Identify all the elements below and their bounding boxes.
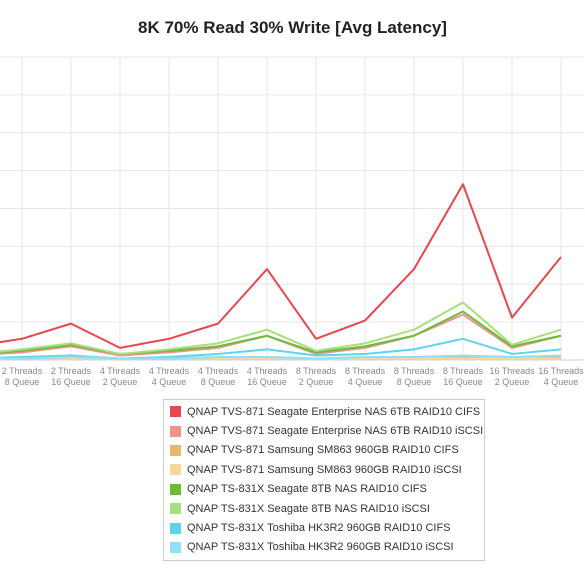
legend-item[interactable]: QNAP TS-831X Toshiba HK3R2 960GB RAID10 … xyxy=(164,518,484,537)
x-tick-label: 8 Threads 8 Queue xyxy=(394,366,435,387)
series-line-6 xyxy=(0,301,562,355)
x-tick-label: 16 Threads 4 Queue xyxy=(538,366,584,387)
legend-label: QNAP TVS-871 Samsung SM863 960GB RAID10 … xyxy=(187,463,462,476)
legend-swatch xyxy=(170,541,181,553)
legend-label: QNAP TS-831X Toshiba HK3R2 960GB RAID10 … xyxy=(187,541,454,554)
legend-swatch xyxy=(170,444,181,456)
x-tick-label: 4 Threads 2 Queue xyxy=(100,366,141,387)
legend-item[interactable]: QNAP TS-831X Toshiba HK3R2 960GB RAID10 … xyxy=(164,538,484,557)
legend-item[interactable]: QNAP TVS-871 Seagate Enterprise NAS 6TB … xyxy=(164,421,484,440)
grid xyxy=(0,56,585,361)
legend-swatch xyxy=(170,425,181,437)
legend-label: QNAP TVS-871 Samsung SM863 960GB RAID10 … xyxy=(187,444,459,457)
legend-item[interactable]: QNAP TVS-871 Seagate Enterprise NAS 6TB … xyxy=(164,402,484,421)
chart-title: 8K 70% Read 30% Write [Avg Latency] xyxy=(138,18,447,37)
x-tick-label: 8 Threads 4 Queue xyxy=(345,366,386,387)
legend-swatch xyxy=(170,503,181,515)
legend-label: QNAP TVS-871 Seagate Enterprise NAS 6TB … xyxy=(187,425,484,438)
legend-swatch xyxy=(170,522,181,534)
legend-swatch xyxy=(170,464,181,476)
legend-label: QNAP TVS-871 Seagate Enterprise NAS 6TB … xyxy=(187,405,481,418)
legend-label: QNAP TS-831X Toshiba HK3R2 960GB RAID10 … xyxy=(187,522,451,535)
legend-label: QNAP TS-831X Seagate 8TB NAS RAID10 CIFS xyxy=(187,483,427,496)
series-line-7 xyxy=(0,337,562,360)
legend-label: QNAP TS-831X Seagate 8TB NAS RAID10 iSCS… xyxy=(187,502,430,515)
x-tick-label: 2 Threads 16 Queue xyxy=(51,366,92,387)
x-tick-label: 4 Threads 8 Queue xyxy=(198,366,239,387)
series-line-5 xyxy=(0,310,562,355)
legend-item[interactable]: QNAP TS-831X Seagate 8TB NAS RAID10 iSCS… xyxy=(164,499,484,518)
x-tick-label: 8 Threads 16 Queue xyxy=(443,366,484,387)
series-line-1 xyxy=(0,183,562,349)
legend-item[interactable]: QNAP TVS-871 Samsung SM863 960GB RAID10 … xyxy=(164,441,484,460)
legend-item[interactable]: QNAP TS-831X Seagate 8TB NAS RAID10 CIFS xyxy=(164,480,484,499)
legend-swatch xyxy=(170,406,181,418)
x-tick-label: 16 Threads 2 Queue xyxy=(489,366,535,387)
x-tick-label: 4 Threads 16 Queue xyxy=(247,366,288,387)
legend-item[interactable]: QNAP TVS-871 Samsung SM863 960GB RAID10 … xyxy=(164,460,484,479)
x-tick-label: 2 Threads 8 Queue xyxy=(2,366,43,387)
x-tick-label: 4 Threads 4 Queue xyxy=(149,366,190,387)
series-line-8 xyxy=(0,354,562,360)
chart-legend: QNAP TVS-871 Seagate Enterprise NAS 6TB … xyxy=(163,399,485,562)
legend-swatch xyxy=(170,483,181,495)
x-tick-label: 8 Threads 2 Queue xyxy=(296,366,337,387)
